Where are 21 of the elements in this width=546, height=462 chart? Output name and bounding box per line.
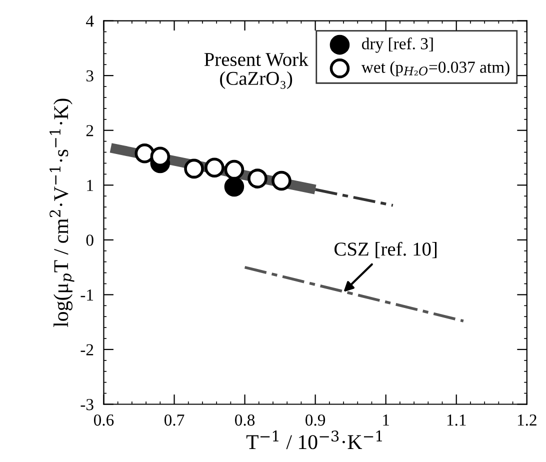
x-tick-label: 0.7 bbox=[164, 414, 184, 426]
y-tick-label: -3 bbox=[80, 398, 94, 410]
text: log(μ$_{p}$T / cm$^{2}$·V$^{−1}$·s$^{−1}$·K) bbox=[50, 98, 74, 327]
y-tick-label: 4 bbox=[86, 16, 94, 27]
x-tick-label: 0.8 bbox=[235, 414, 255, 426]
annotation: CSZ [ref. 10] bbox=[334, 242, 437, 258]
legend-label: dry [ref. 3] bbox=[362, 37, 433, 53]
y-tick-label: 1 bbox=[87, 180, 94, 191]
y-tick-label: -1 bbox=[80, 289, 94, 300]
annotation: Present Work (CaZrO₃) bbox=[204, 52, 308, 89]
x-tick-label: 0.9 bbox=[306, 414, 326, 426]
y-tick-label: 2 bbox=[86, 125, 94, 136]
x-tick-label: 1.1 bbox=[447, 414, 466, 426]
x-axis-title: T$^{−1}$ / 10$^{−3}$·K$^{−1}$ bbox=[246, 430, 382, 450]
y-tick-label: 3 bbox=[86, 70, 94, 82]
y-tick-label: 0 bbox=[86, 234, 94, 246]
x-tick-label: 0.6 bbox=[94, 414, 114, 426]
legend-label: wet (p$_{H₂O}$=0.037 atm) bbox=[361, 61, 510, 76]
y-tick-label: -2 bbox=[80, 344, 94, 356]
x-tick-label: 1 bbox=[383, 414, 390, 426]
x-tick-label: 1.2 bbox=[518, 414, 536, 426]
